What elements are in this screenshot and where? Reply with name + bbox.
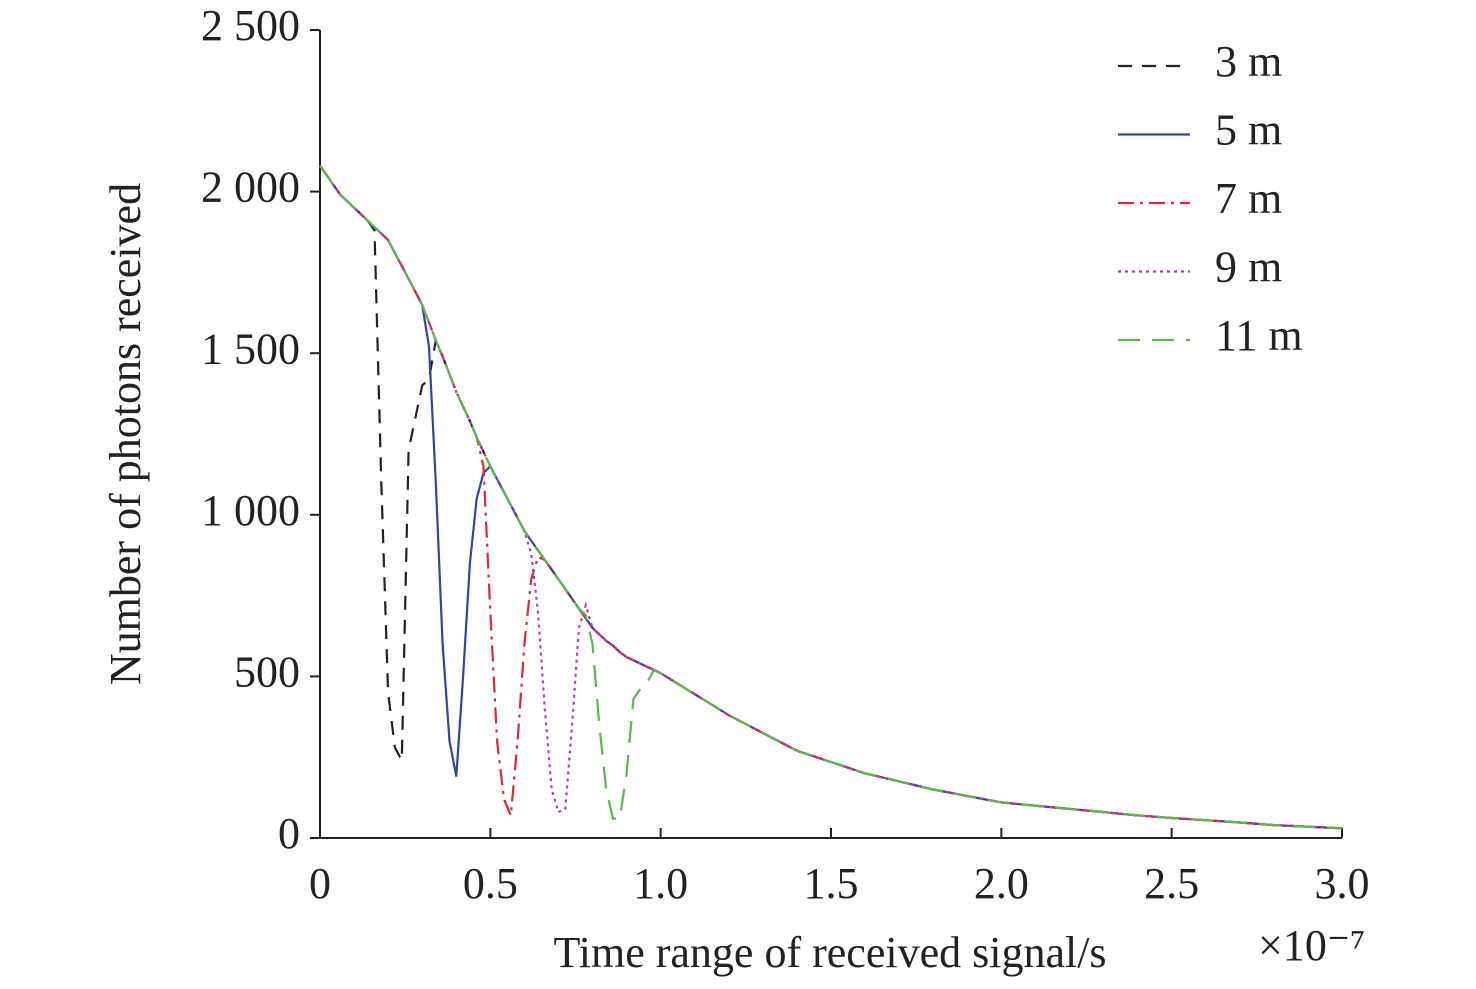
y-tick-label: 1 500 [201, 324, 300, 373]
legend-label: 9 m [1215, 243, 1282, 292]
series-line [319, 165, 1343, 830]
y-tick-label: 500 [234, 647, 300, 696]
legend-label: 11 m [1215, 311, 1303, 360]
legend-label: 3 m [1215, 37, 1282, 86]
y-axis-label: Number of photons received [101, 183, 150, 685]
x-tick-label: 2.0 [974, 859, 1029, 908]
x-axis-label: Time range of received signal/s [553, 928, 1106, 977]
y-tick-label: 0 [278, 809, 300, 858]
x-tick-label: 1.5 [804, 859, 859, 908]
x-tick-label: 1.0 [633, 859, 688, 908]
series-line [319, 165, 1343, 830]
y-tick-label: 2 000 [201, 163, 300, 212]
x-tick-label: 3.0 [1315, 859, 1370, 908]
series-line [319, 165, 1343, 830]
legend-label: 5 m [1215, 106, 1282, 155]
y-tick-label: 1 000 [201, 486, 300, 535]
x-tick-label: 2.5 [1144, 859, 1199, 908]
series-line [319, 165, 1343, 830]
series-line [319, 165, 1343, 830]
x-tick-label: 0 [309, 859, 331, 908]
legend-label: 7 m [1215, 174, 1282, 223]
y-tick-label: 2 500 [201, 1, 300, 50]
x-tick-label: 0.5 [463, 859, 518, 908]
x-multiplier: ×10⁻⁷ [1258, 921, 1365, 970]
